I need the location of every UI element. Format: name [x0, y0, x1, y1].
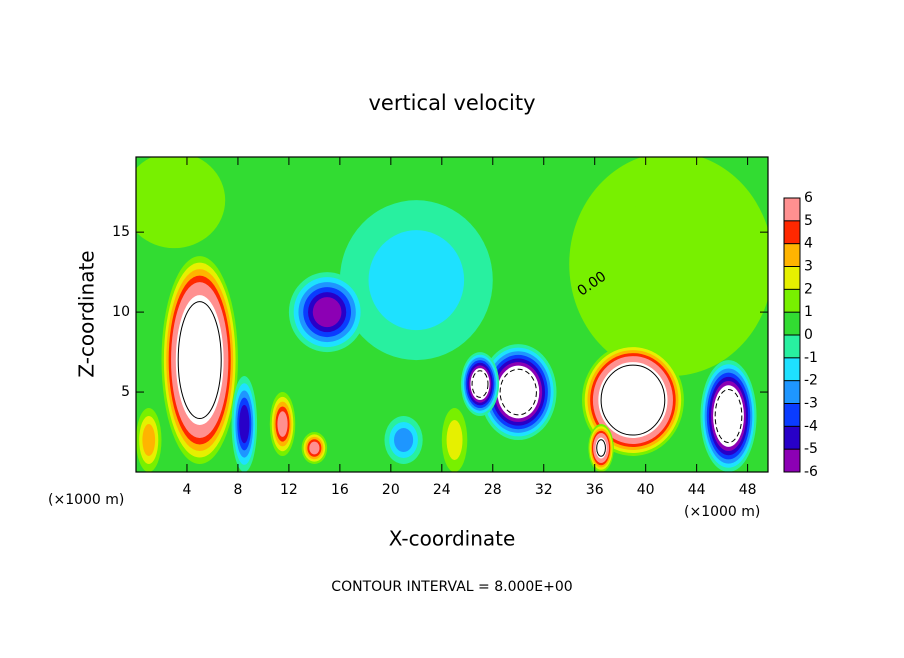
chart-title: vertical velocity — [368, 91, 535, 115]
x-tick-label: 48 — [739, 482, 757, 498]
colorbar-label: -5 — [804, 441, 818, 457]
colorbar-label: 3 — [804, 259, 813, 275]
colorbar-swatch — [784, 220, 800, 244]
feature — [277, 411, 288, 437]
feature — [142, 424, 156, 457]
y-unit: (×1000 m) — [48, 492, 124, 508]
field — [136, 157, 768, 472]
colorbar-label: 1 — [804, 304, 813, 320]
x-axis-label: X-coordinate — [389, 527, 516, 551]
colorbar-swatch — [784, 335, 800, 358]
x-unit: (×1000 m) — [684, 504, 760, 520]
colorbar-label: -2 — [804, 373, 818, 389]
colorbar-label: -4 — [804, 418, 818, 434]
colorbar-label: -3 — [804, 396, 818, 412]
x-tick-label: 32 — [535, 482, 553, 498]
colorbar-swatch — [784, 380, 800, 404]
feature — [473, 373, 487, 395]
x-tick-label: 36 — [586, 482, 604, 498]
y-axis-label: Z-coordinate — [75, 250, 99, 377]
feature — [309, 441, 320, 455]
colorbar-swatch — [784, 243, 800, 267]
y-tick-label: 15 — [112, 224, 130, 240]
colorbar-label: 2 — [804, 281, 813, 297]
x-tick-label: 16 — [331, 482, 349, 498]
y-tick-label: 10 — [112, 304, 130, 320]
colorbar-label: 6 — [804, 190, 813, 206]
x-tick-label: 24 — [433, 482, 451, 498]
colorbar-label: -6 — [804, 464, 818, 480]
colorbar-swatch — [784, 403, 800, 427]
feature — [446, 420, 463, 461]
x-tick-label: 44 — [688, 482, 706, 498]
colorbar-swatch — [784, 312, 800, 335]
feature — [239, 404, 250, 444]
colorbar-swatch — [784, 198, 800, 221]
feature — [368, 230, 465, 331]
feature — [312, 297, 342, 328]
feature — [142, 170, 207, 231]
feature — [607, 194, 735, 335]
feature — [394, 428, 414, 453]
x-tick-label: 12 — [280, 482, 298, 498]
colorbar-label: 4 — [804, 236, 813, 252]
x-tick-label: 4 — [183, 482, 192, 498]
y-tick-label: 5 — [121, 384, 130, 400]
colorbar-swatch — [784, 357, 800, 381]
colorbar-label: 0 — [804, 327, 813, 343]
x-tick-label: 28 — [484, 482, 502, 498]
x-tick-label: 8 — [233, 482, 242, 498]
colorbar-swatch — [784, 266, 800, 290]
colorbar-label: 5 — [804, 213, 813, 229]
x-tick-label: 20 — [382, 482, 400, 498]
feature — [719, 397, 738, 435]
footnote: CONTOUR INTERVAL = 8.000E+00 — [331, 579, 572, 595]
plot-frame — [135, 156, 769, 473]
colorbar-swatch — [784, 449, 800, 472]
colorbar-swatch — [784, 426, 800, 450]
feature — [505, 376, 531, 408]
colorbar-swatch — [784, 289, 800, 313]
feature — [617, 383, 649, 418]
colorbar-label: -1 — [804, 350, 818, 366]
x-tick-label: 40 — [637, 482, 655, 498]
feature — [187, 327, 212, 393]
feature — [596, 439, 606, 457]
